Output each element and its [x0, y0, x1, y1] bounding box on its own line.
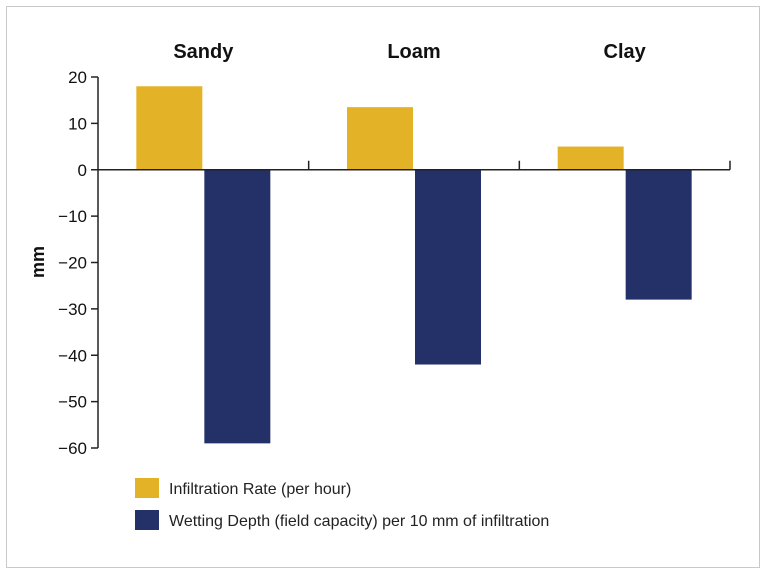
y-tick-label: −60	[58, 439, 87, 458]
infiltration-bar-sandy	[136, 86, 203, 170]
legend-label-wetting-depth: Wetting Depth (field capacity) per 10 mm…	[169, 513, 549, 530]
wetting-depth-bar-clay	[625, 169, 692, 300]
category-label-loam: Loam	[387, 41, 440, 63]
category-label-sandy: Sandy	[173, 41, 234, 63]
y-tick-label: −20	[58, 254, 87, 273]
legend-swatch-wetting-depth	[135, 510, 159, 530]
legend-label-infiltration: Infiltration Rate (per hour)	[169, 481, 351, 498]
y-tick-label: −30	[58, 300, 87, 319]
infiltration-bar-clay	[557, 146, 624, 170]
infiltration-bar-loam	[347, 107, 413, 170]
wetting-depth-bar-sandy	[204, 169, 271, 444]
y-tick-label: −50	[58, 393, 87, 412]
y-tick-label: −40	[58, 346, 87, 365]
y-tick-label: 10	[68, 114, 87, 133]
legend-swatch-infiltration	[135, 478, 159, 498]
wetting-depth-bar-loam	[415, 169, 481, 365]
y-axis-label: mm	[28, 246, 48, 278]
y-tick-label: 0	[78, 161, 87, 180]
y-tick-label: −10	[58, 207, 87, 226]
category-label-clay: Clay	[604, 41, 647, 63]
y-tick-label: 20	[68, 68, 87, 87]
